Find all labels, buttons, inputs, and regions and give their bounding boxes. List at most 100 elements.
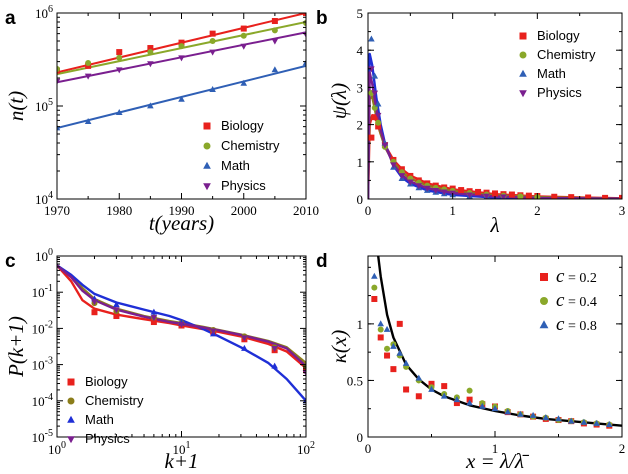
point-biology: [209, 30, 216, 37]
y-tick-label: 10-1: [32, 283, 53, 300]
x-tick-label: 102: [297, 440, 315, 457]
point-biology: [375, 123, 382, 130]
legend-label: Math: [85, 412, 114, 427]
y-tick-base: 10: [32, 321, 45, 336]
y-tick-label: 100: [35, 247, 53, 264]
point-c-0-8: [580, 418, 588, 425]
point-biology: [303, 13, 306, 16]
point-math: [371, 72, 379, 79]
point-c-0-8: [567, 417, 575, 424]
point-biology: [113, 313, 120, 320]
point-c-0-8: [428, 385, 435, 392]
fit-line: [368, 114, 622, 199]
legend-marker: [67, 397, 75, 405]
legend: c = 0.2c = 0.4c = 0.8: [539, 266, 597, 335]
point-math: [113, 301, 120, 308]
y-axis-label: κ(x): [327, 330, 351, 363]
fit-line: [57, 264, 306, 370]
point-c-0-8: [542, 414, 550, 421]
data-points: [368, 35, 622, 199]
point-c-0-2: [371, 295, 378, 302]
fit-line: [368, 95, 622, 199]
point-biology: [371, 114, 378, 121]
point-physics: [500, 194, 507, 199]
fit-line: [57, 264, 306, 402]
fit-lines: [57, 13, 306, 129]
panel-b: 0 1 2 3 0 1 2 3 4 5 b λ ψ(λ) Biology Chemistry Math Phys…: [316, 6, 625, 237]
point-c-0-2: [377, 334, 384, 341]
x-tick-label: 2010: [293, 203, 319, 218]
legend-val: = 0.2: [564, 271, 596, 286]
point-biology: [271, 18, 278, 25]
point-c-0-8: [453, 396, 461, 403]
point-c-0-8: [396, 349, 404, 356]
point-physics: [407, 179, 414, 186]
y-tick-exp: -1: [45, 283, 53, 294]
point-chemistry: [271, 27, 278, 34]
point-biology: [551, 193, 558, 199]
x-tick-label: 100: [48, 440, 66, 457]
legend-marker: [540, 273, 548, 281]
fit-line: [57, 264, 306, 368]
x-axis-label: k+1: [165, 449, 199, 473]
point-biology: [475, 188, 482, 195]
x-tick-exp: 2: [310, 440, 315, 451]
panel-a: 1970 1980 1990 2000 2010104105106at(years)n(…: [4, 4, 319, 235]
fit-lines: [368, 52, 622, 199]
point-physics: [432, 188, 440, 195]
panel-letter: a: [5, 8, 16, 29]
legend-marker: [203, 183, 211, 191]
y-tick-label: 10-3: [32, 356, 53, 373]
y-tick-label: 106: [35, 4, 53, 21]
point-physics: [381, 142, 389, 149]
point-math: [209, 86, 216, 93]
point-chemistry: [240, 32, 247, 39]
point-c-0-8: [529, 411, 537, 418]
point-math: [57, 124, 61, 131]
legend-label: Chemistry: [221, 138, 280, 153]
y-tick-label: 1: [357, 155, 364, 170]
point-c-0-4: [377, 326, 384, 333]
point-physics: [84, 73, 92, 80]
y-axis-label: P(k+1): [4, 316, 28, 378]
point-physics: [91, 299, 98, 306]
y-tick-base: 10: [35, 6, 48, 21]
x-tick-label: 3: [619, 203, 626, 218]
x-axis-label: t(years): [149, 211, 214, 235]
x-tick-base: 10: [48, 442, 61, 457]
point-c-0-2: [453, 400, 460, 407]
point-biology: [147, 45, 154, 52]
point-physics: [240, 43, 248, 50]
point-c-0-8: [479, 402, 486, 409]
legend-marker: [540, 297, 548, 305]
y-tick-label: 10-5: [32, 428, 53, 445]
legend-var: c: [556, 266, 565, 287]
y-tick-base: 10: [35, 249, 48, 264]
point-c-0-8: [504, 408, 511, 415]
point-c-0-8: [415, 374, 423, 381]
legend-label: Biology: [221, 118, 264, 133]
point-c-0-2: [384, 352, 391, 359]
legend-marker: [203, 142, 211, 150]
legend-label: c = 0.4: [556, 290, 597, 311]
point-c-0-8: [402, 359, 410, 366]
point-physics: [113, 307, 120, 314]
y-tick-label: 3: [357, 80, 364, 95]
legend-marker: [519, 69, 527, 77]
point-physics: [302, 370, 306, 377]
point-physics: [423, 185, 431, 192]
point-math: [150, 308, 158, 315]
point-physics: [440, 189, 448, 196]
point-physics: [415, 183, 423, 190]
panel-letter: c: [5, 251, 16, 272]
y-tick-label: 4: [357, 43, 364, 58]
legend-label: Biology: [85, 374, 128, 389]
point-chemistry: [209, 37, 216, 44]
x-axis-label: x = λ/λ̄: [465, 449, 530, 473]
y-tick-label: 10-4: [32, 392, 53, 409]
point-biology: [525, 192, 532, 199]
point-physics: [150, 315, 158, 322]
point-c-0-8: [555, 415, 562, 422]
